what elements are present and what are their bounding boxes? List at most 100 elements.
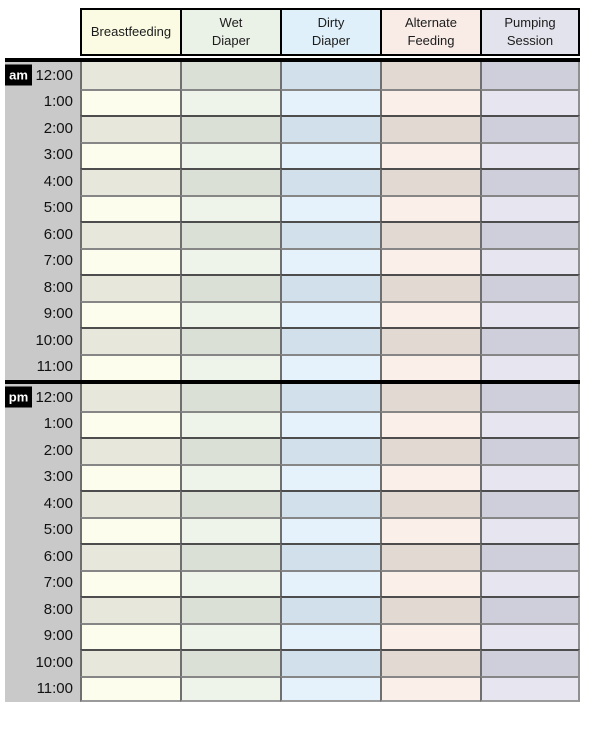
log-cell-alternate-feeding[interactable] <box>380 649 480 676</box>
log-cell-pumping-session[interactable] <box>480 596 580 623</box>
log-cell-dirty-diaper[interactable] <box>280 353 380 380</box>
log-cell-alternate-feeding[interactable] <box>380 463 480 490</box>
log-cell-wet-diaper[interactable] <box>180 327 280 354</box>
log-cell-alternate-feeding[interactable] <box>380 221 480 248</box>
log-cell-wet-diaper[interactable] <box>180 168 280 195</box>
log-cell-breastfeeding[interactable] <box>80 569 180 596</box>
log-cell-pumping-session[interactable] <box>480 649 580 676</box>
log-cell-breastfeeding[interactable] <box>80 410 180 437</box>
log-cell-dirty-diaper[interactable] <box>280 168 380 195</box>
log-cell-breastfeeding[interactable] <box>80 327 180 354</box>
log-cell-alternate-feeding[interactable] <box>380 410 480 437</box>
log-cell-pumping-session[interactable] <box>480 437 580 464</box>
log-cell-breastfeeding[interactable] <box>80 141 180 168</box>
log-cell-pumping-session[interactable] <box>480 327 580 354</box>
log-cell-wet-diaper[interactable] <box>180 194 280 221</box>
log-cell-breastfeeding[interactable] <box>80 247 180 274</box>
log-cell-breastfeeding[interactable] <box>80 194 180 221</box>
log-cell-alternate-feeding[interactable] <box>380 675 480 702</box>
log-cell-alternate-feeding[interactable] <box>380 327 480 354</box>
log-cell-wet-diaper[interactable] <box>180 543 280 570</box>
log-cell-dirty-diaper[interactable] <box>280 649 380 676</box>
log-cell-pumping-session[interactable] <box>480 247 580 274</box>
log-cell-breastfeeding[interactable] <box>80 596 180 623</box>
log-cell-dirty-diaper[interactable] <box>280 221 380 248</box>
log-cell-pumping-session[interactable] <box>480 410 580 437</box>
log-cell-pumping-session[interactable] <box>480 675 580 702</box>
log-cell-dirty-diaper[interactable] <box>280 247 380 274</box>
log-cell-dirty-diaper[interactable] <box>280 463 380 490</box>
log-cell-wet-diaper[interactable] <box>180 300 280 327</box>
log-cell-wet-diaper[interactable] <box>180 88 280 115</box>
log-cell-wet-diaper[interactable] <box>180 247 280 274</box>
log-cell-wet-diaper[interactable] <box>180 675 280 702</box>
log-cell-pumping-session[interactable] <box>480 300 580 327</box>
log-cell-pumping-session[interactable] <box>480 543 580 570</box>
log-cell-wet-diaper[interactable] <box>180 141 280 168</box>
log-cell-pumping-session[interactable] <box>480 569 580 596</box>
log-cell-breastfeeding[interactable] <box>80 463 180 490</box>
log-cell-alternate-feeding[interactable] <box>380 437 480 464</box>
log-cell-pumping-session[interactable] <box>480 622 580 649</box>
log-cell-pumping-session[interactable] <box>480 141 580 168</box>
log-cell-dirty-diaper[interactable] <box>280 88 380 115</box>
log-cell-alternate-feeding[interactable] <box>380 168 480 195</box>
log-cell-pumping-session[interactable] <box>480 221 580 248</box>
log-cell-dirty-diaper[interactable] <box>280 300 380 327</box>
log-cell-pumping-session[interactable] <box>480 353 580 380</box>
log-cell-alternate-feeding[interactable] <box>380 353 480 380</box>
log-cell-pumping-session[interactable] <box>480 274 580 301</box>
log-cell-alternate-feeding[interactable] <box>380 516 480 543</box>
log-cell-pumping-session[interactable] <box>480 490 580 517</box>
log-cell-alternate-feeding[interactable] <box>380 622 480 649</box>
log-cell-wet-diaper[interactable] <box>180 384 280 411</box>
log-cell-breastfeeding[interactable] <box>80 221 180 248</box>
log-cell-dirty-diaper[interactable] <box>280 115 380 142</box>
log-cell-dirty-diaper[interactable] <box>280 437 380 464</box>
log-cell-alternate-feeding[interactable] <box>380 384 480 411</box>
log-cell-breastfeeding[interactable] <box>80 543 180 570</box>
log-cell-alternate-feeding[interactable] <box>380 490 480 517</box>
log-cell-wet-diaper[interactable] <box>180 353 280 380</box>
log-cell-wet-diaper[interactable] <box>180 463 280 490</box>
log-cell-breastfeeding[interactable] <box>80 88 180 115</box>
log-cell-dirty-diaper[interactable] <box>280 274 380 301</box>
log-cell-alternate-feeding[interactable] <box>380 62 480 89</box>
log-cell-breastfeeding[interactable] <box>80 353 180 380</box>
log-cell-dirty-diaper[interactable] <box>280 141 380 168</box>
log-cell-wet-diaper[interactable] <box>180 221 280 248</box>
log-cell-wet-diaper[interactable] <box>180 274 280 301</box>
log-cell-breastfeeding[interactable] <box>80 274 180 301</box>
log-cell-alternate-feeding[interactable] <box>380 543 480 570</box>
log-cell-breastfeeding[interactable] <box>80 622 180 649</box>
log-cell-alternate-feeding[interactable] <box>380 194 480 221</box>
log-cell-breastfeeding[interactable] <box>80 675 180 702</box>
log-cell-dirty-diaper[interactable] <box>280 675 380 702</box>
log-cell-wet-diaper[interactable] <box>180 649 280 676</box>
log-cell-dirty-diaper[interactable] <box>280 543 380 570</box>
log-cell-alternate-feeding[interactable] <box>380 141 480 168</box>
log-cell-wet-diaper[interactable] <box>180 622 280 649</box>
log-cell-breastfeeding[interactable] <box>80 437 180 464</box>
log-cell-wet-diaper[interactable] <box>180 490 280 517</box>
log-cell-dirty-diaper[interactable] <box>280 569 380 596</box>
log-cell-pumping-session[interactable] <box>480 62 580 89</box>
log-cell-alternate-feeding[interactable] <box>380 88 480 115</box>
log-cell-alternate-feeding[interactable] <box>380 274 480 301</box>
log-cell-dirty-diaper[interactable] <box>280 410 380 437</box>
log-cell-dirty-diaper[interactable] <box>280 596 380 623</box>
log-cell-wet-diaper[interactable] <box>180 516 280 543</box>
log-cell-alternate-feeding[interactable] <box>380 247 480 274</box>
log-cell-dirty-diaper[interactable] <box>280 516 380 543</box>
log-cell-dirty-diaper[interactable] <box>280 327 380 354</box>
log-cell-wet-diaper[interactable] <box>180 62 280 89</box>
log-cell-wet-diaper[interactable] <box>180 410 280 437</box>
log-cell-breastfeeding[interactable] <box>80 168 180 195</box>
log-cell-pumping-session[interactable] <box>480 88 580 115</box>
log-cell-wet-diaper[interactable] <box>180 596 280 623</box>
log-cell-pumping-session[interactable] <box>480 115 580 142</box>
log-cell-dirty-diaper[interactable] <box>280 384 380 411</box>
log-cell-alternate-feeding[interactable] <box>380 569 480 596</box>
log-cell-alternate-feeding[interactable] <box>380 596 480 623</box>
log-cell-breastfeeding[interactable] <box>80 300 180 327</box>
